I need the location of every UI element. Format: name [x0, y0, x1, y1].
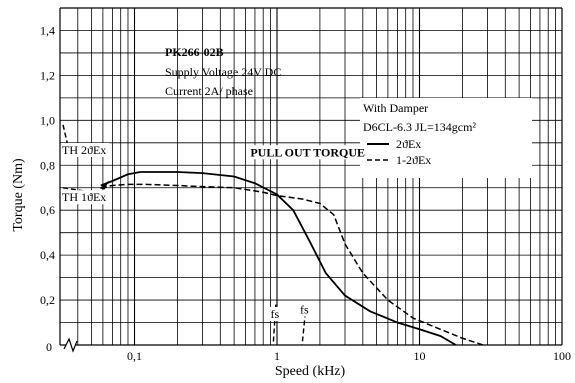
- series-line-1-2ex: [100, 183, 484, 346]
- plot-frame: [59, 7, 563, 353]
- annotation-label: TH 2ϑEx: [62, 143, 106, 157]
- annotations: PULL OUT TORQUE TH 2ϑEx TH 1ϑEx fs fs: [61, 143, 365, 322]
- x-tick-label: 0,1: [127, 349, 142, 363]
- legend-title-1: With Damper: [363, 101, 428, 115]
- curves: [62, 124, 484, 346]
- annotation-label: TH 1ϑEx: [62, 190, 106, 204]
- y-tick-label: 0,2: [40, 293, 55, 307]
- series-line-2ex: [100, 171, 457, 346]
- pullout-label-background: [249, 145, 360, 160]
- fs-curve: [301, 304, 307, 346]
- curve-start-marker: [99, 180, 109, 190]
- y-tick-label: 1,2: [40, 68, 55, 82]
- annotation-background: [299, 302, 315, 317]
- tick-labels: 0,1 1 10 100 0 0,2 0,4 0,6 0,8 1,0 1,2 1,4: [40, 23, 571, 363]
- legend: With Damper D6CL-6.3 JL=134gcm² 2ϑEx 1-2…: [360, 98, 532, 178]
- y-tick-label: 0: [46, 340, 52, 354]
- annotation-background: [61, 190, 110, 205]
- chart-title: PK266-02B: [165, 45, 224, 59]
- chart-subtitle-1: Supply Voltage 24V DC: [165, 65, 281, 79]
- y-axis-label: Torque (Nm): [11, 158, 26, 232]
- labels: Speed (kHz) Torque (Nm) PK266-02B Supply…: [11, 45, 346, 379]
- annotation-label: fs: [270, 307, 279, 321]
- annotation-background: [61, 143, 110, 158]
- x-tick-label: 100: [553, 349, 571, 363]
- legend-background: [360, 98, 532, 178]
- axis-break-marker: [63, 337, 78, 353]
- legend-title-2: D6CL-6.3 JL=134gcm²: [363, 120, 476, 134]
- y-tick-label: 1,4: [40, 23, 55, 37]
- y-tick-label: 0,6: [40, 203, 55, 217]
- fs-curve: [272, 304, 277, 346]
- legend-label-2ex: 2ϑEx: [396, 137, 421, 151]
- th-curve: [62, 124, 69, 146]
- annotation-background: [269, 307, 285, 322]
- x-tick-label: 1: [274, 349, 280, 363]
- y-tick-label: 0,4: [40, 248, 55, 262]
- x-axis-label: Speed (kHz): [275, 364, 346, 379]
- annotation-label: fs: [300, 303, 309, 317]
- chart-subtitle-2: Current 2A/ phase: [165, 84, 253, 98]
- legend-label-1-2ex: 1-2ϑEx: [396, 153, 431, 167]
- x-tick-label: 10: [414, 349, 426, 363]
- y-tick-label: 0,8: [40, 158, 55, 172]
- y-tick-label: 1,0: [40, 113, 55, 127]
- pullout-torque-label: PULL OUT TORQUE: [250, 145, 365, 159]
